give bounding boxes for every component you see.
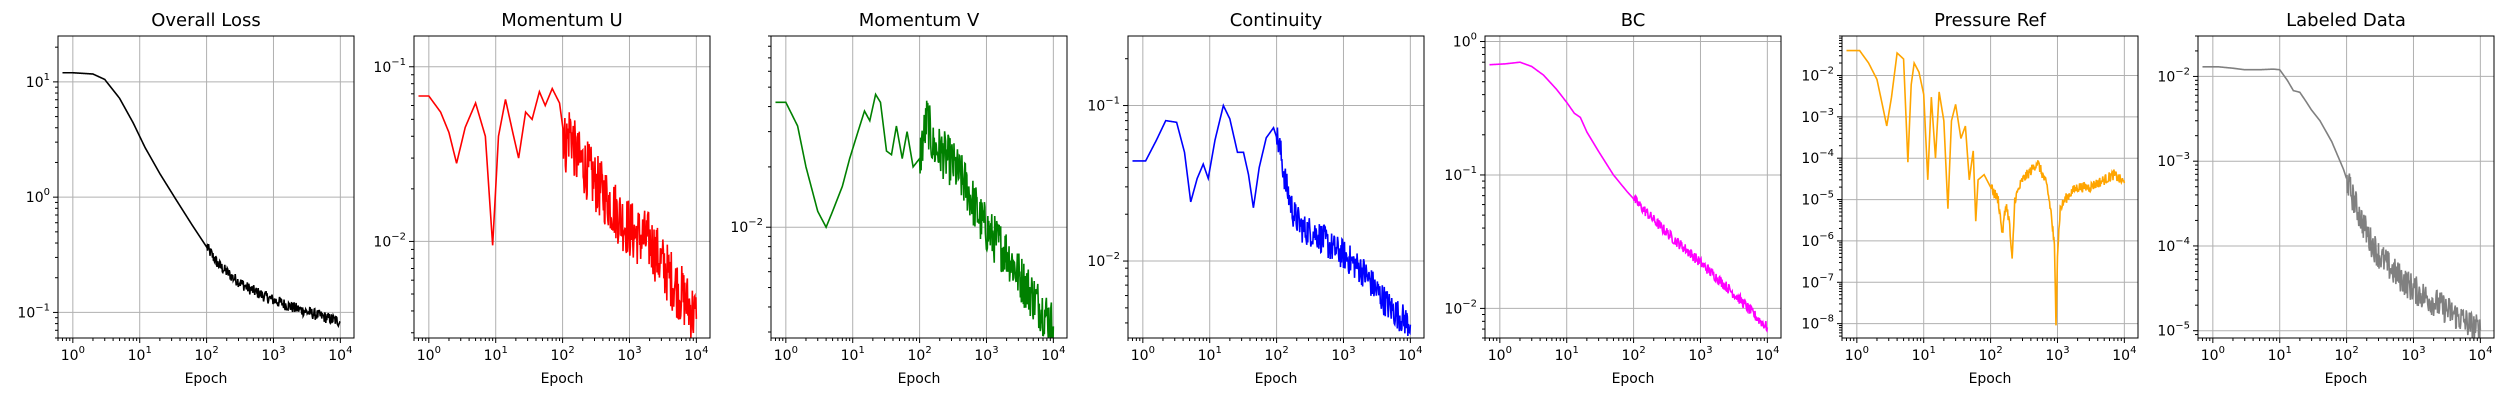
x-tick-label: 102 xyxy=(907,345,931,364)
labeled-data-series-line xyxy=(2202,65,2482,338)
y-tick-label: 10−4 xyxy=(2157,236,2190,255)
x-axis-label: Epoch xyxy=(898,371,941,387)
x-tick-label: 104 xyxy=(2468,345,2492,364)
subplot-momentum-u: 100 101 102 103 104 10−2 10−1 Momentum U Epoch xyxy=(373,10,711,387)
y-tick-label: 10−1 xyxy=(1444,165,1477,184)
x-tick-label: 101 xyxy=(1555,345,1579,364)
subplot-title: Overall Loss xyxy=(151,10,261,31)
x-tick-label: 101 xyxy=(841,345,865,364)
axes-frame xyxy=(57,35,355,339)
x-axis-label: Epoch xyxy=(1612,371,1655,387)
x-axis-label: Epoch xyxy=(1969,371,2012,387)
x-tick-label: 104 xyxy=(2112,345,2136,364)
x-tick-label: 100 xyxy=(1488,345,1512,364)
y-tick-label: 10−5 xyxy=(1801,190,1834,209)
y-tick-label: 10−2 xyxy=(2157,66,2190,85)
x-tick-label: 103 xyxy=(1688,345,1712,364)
y-tick-label: 10−8 xyxy=(1801,314,1834,333)
bc-series-line xyxy=(1489,61,1769,333)
y-tick-label: 10−2 xyxy=(1444,298,1477,317)
y-tick-label: 100 xyxy=(1453,32,1477,51)
x-axis-label: Epoch xyxy=(185,371,228,387)
x-tick-label: 103 xyxy=(261,345,285,364)
x-tick-label: 103 xyxy=(974,345,998,364)
subplot-continuity: 100 101 102 103 104 10−2 10−1 Continuity Epoch xyxy=(1087,10,1425,387)
x-tick-label: 103 xyxy=(2045,345,2069,364)
x-tick-label: 103 xyxy=(617,345,641,364)
x-tick-label: 101 xyxy=(1198,345,1222,364)
x-tick-label: 104 xyxy=(1398,345,1422,364)
axes-frame xyxy=(413,35,711,339)
subplot-bc: 100 101 102 103 104 10−2 10−1 100 BC Epoch xyxy=(1444,10,1782,387)
x-axis-label: Epoch xyxy=(541,371,584,387)
x-axis-label: Epoch xyxy=(2325,371,2368,387)
y-tick-label: 10−3 xyxy=(1801,107,1834,126)
x-tick-label: 102 xyxy=(550,345,574,364)
y-tick-label: 10−2 xyxy=(1087,251,1120,270)
subplot-overall-loss: 100 101 102 103 104 10−1 100 101 Overall Loss Epo… xyxy=(17,10,355,387)
subplot-title: Pressure Ref xyxy=(1934,10,2046,31)
axes-frame xyxy=(1841,35,2139,339)
x-tick-label: 101 xyxy=(128,345,152,364)
x-tick-label: 104 xyxy=(1041,345,1065,364)
x-tick-label: 104 xyxy=(328,345,352,364)
subplot-title: BC xyxy=(1621,10,1646,31)
x-axis-label: Epoch xyxy=(1255,371,1298,387)
x-tick-label: 101 xyxy=(484,345,508,364)
axes-frame xyxy=(2197,35,2495,339)
x-tick-label: 100 xyxy=(774,345,798,364)
x-tick-label: 103 xyxy=(1331,345,1355,364)
subplot-momentum-v: 100 101 102 103 104 10−2 Momentum V Epoch xyxy=(730,10,1068,387)
y-tick-label: 10−6 xyxy=(1801,231,1834,250)
y-tick-label: 10−1 xyxy=(373,57,406,76)
x-tick-label: 100 xyxy=(417,345,441,364)
x-tick-label: 101 xyxy=(1912,345,1936,364)
x-tick-label: 104 xyxy=(684,345,708,364)
y-tick-label: 100 xyxy=(26,187,50,206)
axes-frame xyxy=(1484,35,1782,339)
y-tick-label: 10−3 xyxy=(2157,151,2190,170)
y-tick-label: 10−2 xyxy=(373,231,406,250)
x-tick-label: 102 xyxy=(2334,345,2358,364)
y-tick-label: 10−2 xyxy=(1801,65,1834,84)
y-tick-label: 10−5 xyxy=(2157,321,2190,340)
y-tick-label: 10−7 xyxy=(1801,272,1834,291)
x-tick-label: 100 xyxy=(61,345,85,364)
x-tick-label: 102 xyxy=(194,345,218,364)
pressure-ref-series-line xyxy=(1846,49,2126,326)
subplot-title: Continuity xyxy=(1230,10,1323,31)
y-tick-label: 10−2 xyxy=(730,217,763,236)
x-tick-label: 104 xyxy=(1755,345,1779,364)
subplot-title: Momentum V xyxy=(859,10,980,31)
momentum-u-series-line xyxy=(418,86,698,338)
subplot-pressure-ref: 100 101 102 103 104 10−8 10−7 10−6 10−5 10−4 10−3 1… xyxy=(1801,10,2139,387)
y-tick-label: 10−4 xyxy=(1801,148,1834,167)
y-tick-label: 101 xyxy=(26,72,50,91)
x-tick-label: 102 xyxy=(1264,345,1288,364)
x-tick-label: 100 xyxy=(1845,345,1869,364)
x-tick-label: 100 xyxy=(2201,345,2225,364)
x-tick-label: 103 xyxy=(2401,345,2425,364)
momentum-v-series-line xyxy=(775,92,1055,338)
x-tick-label: 102 xyxy=(1621,345,1645,364)
x-tick-label: 102 xyxy=(1978,345,2002,364)
axes-frame xyxy=(770,35,1068,339)
y-tick-label: 10−1 xyxy=(1087,96,1120,115)
subplot-labeled-data: 100 101 102 103 104 10−5 10−4 10−3 10−2 Labeled D… xyxy=(2157,10,2495,387)
subplot-title: Labeled Data xyxy=(2286,10,2406,31)
y-tick-label: 10−1 xyxy=(17,302,50,321)
subplot-title: Momentum U xyxy=(501,10,622,31)
x-tick-label: 100 xyxy=(1131,345,1155,364)
overall-loss-series-line xyxy=(62,71,341,329)
continuity-series-line xyxy=(1132,103,1412,336)
x-tick-label: 101 xyxy=(2268,345,2292,364)
axes-frame xyxy=(1127,35,1425,339)
